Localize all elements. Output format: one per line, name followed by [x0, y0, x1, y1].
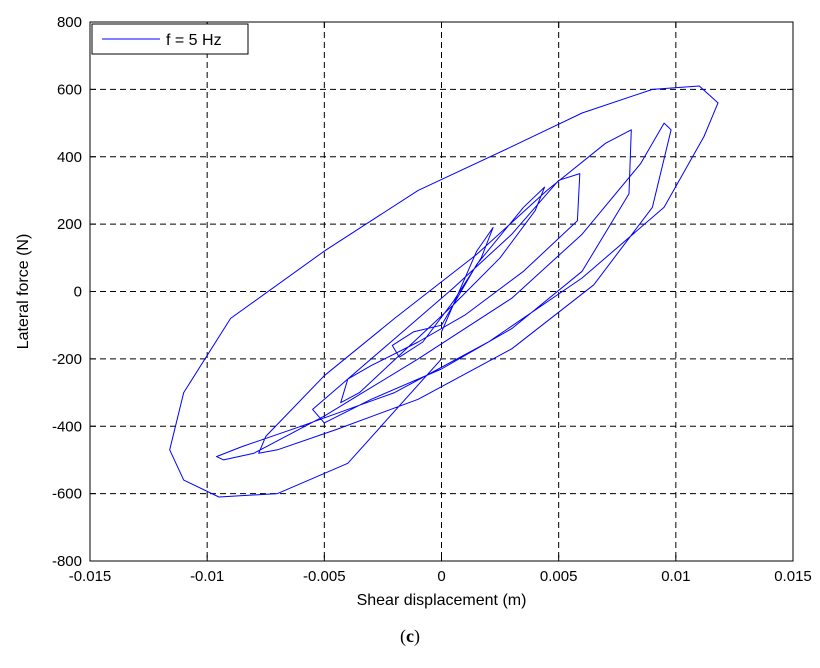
caption-open-paren: (	[400, 626, 406, 646]
grid-lines	[90, 22, 793, 561]
y-tick-label: -800	[52, 553, 82, 570]
y-tick-label: 0	[74, 284, 82, 301]
x-tick-label: -0.01	[190, 568, 224, 585]
x-tick-label: -0.015	[69, 568, 112, 585]
caption-letter: c	[406, 626, 414, 646]
x-tick-label: 0.015	[774, 568, 812, 585]
y-axis-label: Lateral force (N)	[15, 234, 32, 350]
y-tick-label: 200	[57, 216, 82, 233]
hysteresis-chart: -0.015 -0.01 -0.005 0 0.005 0.01 0.015 -800 -600…	[15, 14, 812, 609]
y-tick-label: 400	[57, 149, 82, 166]
tick-labels: -0.015 -0.01 -0.005 0 0.005 0.01 0.015 -800 -600…	[52, 14, 812, 585]
legend: f = 5 Hz	[91, 23, 249, 55]
y-tick-label: 800	[57, 14, 82, 31]
caption-close-paren: )	[414, 626, 420, 646]
x-tick-label: 0.01	[661, 568, 690, 585]
x-axis-label: Shear displacement (m)	[357, 592, 527, 609]
x-tick-label: -0.005	[303, 568, 346, 585]
series-line-0	[169, 85, 719, 498]
x-tick-label: 0	[437, 568, 445, 585]
y-tick-label: -600	[52, 486, 82, 503]
data-series	[169, 85, 719, 498]
axis-ticks	[89, 21, 794, 562]
y-tick-label: -200	[52, 351, 82, 368]
figure-caption: (c)	[0, 626, 820, 647]
x-tick-label: 0.005	[540, 568, 578, 585]
y-tick-label: -400	[52, 418, 82, 435]
legend-label: f = 5 Hz	[166, 32, 222, 49]
y-tick-label: 600	[57, 81, 82, 98]
